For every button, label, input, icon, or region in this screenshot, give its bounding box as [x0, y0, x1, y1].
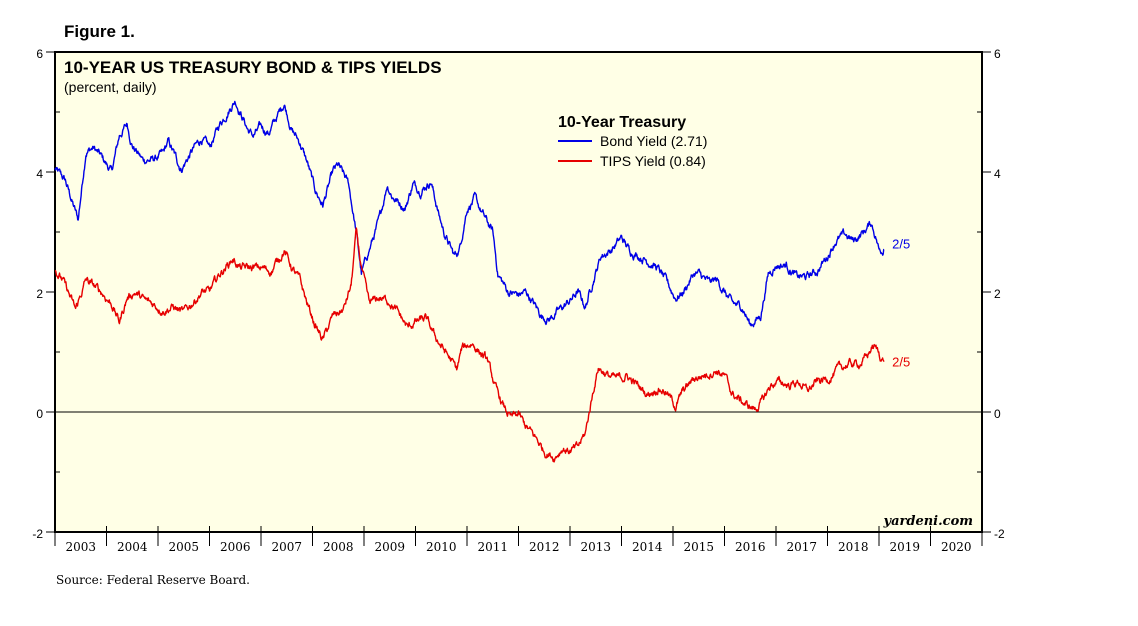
- x-tick-label: 2011: [477, 540, 508, 554]
- y-tick-label-right: 6: [994, 47, 1001, 61]
- y-tick-label-right: -2: [994, 527, 1005, 541]
- y-tick-label-left: 6: [36, 47, 43, 61]
- y-tick-label-left: 2: [36, 287, 43, 301]
- y-tick-label-left: 4: [36, 167, 43, 181]
- x-tick-label: 2004: [117, 540, 148, 554]
- x-axis: 2003 2004 2005 2006 2007 2008 2009 2010 2011 2012…: [65, 540, 971, 554]
- y-axis-left: -2 0 2 4 6: [32, 47, 43, 541]
- tips-yield-line: [54, 227, 885, 463]
- legend-label-tips: TIPS Yield (0.84): [600, 153, 706, 169]
- x-tick-label: 2013: [580, 540, 611, 554]
- y-axis-right: -2 0 2 4 6: [994, 47, 1005, 541]
- x-tick-label: 2014: [632, 540, 663, 554]
- x-tick-label: 2006: [220, 540, 251, 554]
- plot-area: [54, 51, 983, 533]
- x-tick-label: 2007: [271, 540, 302, 554]
- figure-label: Figure 1.: [64, 22, 135, 41]
- x-tick-label: 2015: [683, 540, 714, 554]
- x-tick-label: 2003: [65, 540, 96, 554]
- x-tick-label: 2016: [735, 540, 766, 554]
- tips-end-label: 2/5: [892, 355, 910, 370]
- x-tick-label: 2012: [529, 540, 560, 554]
- axis-ticks: [46, 51, 991, 546]
- series-group: [54, 100, 885, 463]
- x-tick-label: 2019: [889, 540, 920, 554]
- x-tick-label: 2017: [786, 540, 817, 554]
- bond-yield-line: [54, 100, 885, 328]
- chart-title: 10-YEAR US TREASURY BOND & TIPS YIELDS: [64, 58, 442, 77]
- source-note: Source: Federal Reserve Board.: [56, 573, 250, 587]
- legend: 10-Year Treasury Bond Yield (2.71) TIPS …: [558, 114, 707, 169]
- legend-label-bond: Bond Yield (2.71): [600, 133, 707, 149]
- y-tick-label-right: 2: [994, 287, 1001, 301]
- x-tick-label: 2020: [941, 540, 972, 554]
- y-tick-label-left: -2: [32, 527, 43, 541]
- credit-label: yardeni.com: [883, 514, 973, 529]
- legend-title: 10-Year Treasury: [558, 114, 686, 131]
- y-tick-label-left: 0: [36, 407, 43, 421]
- y-tick-label-right: 0: [994, 407, 1001, 421]
- x-tick-label: 2010: [426, 540, 457, 554]
- y-tick-label-right: 4: [994, 167, 1001, 181]
- x-tick-label: 2008: [323, 540, 354, 554]
- x-tick-label: 2005: [168, 540, 199, 554]
- x-tick-label: 2009: [374, 540, 405, 554]
- x-tick-label: 2018: [838, 540, 869, 554]
- bond-end-label: 2/5: [892, 236, 910, 251]
- chart-subtitle: (percent, daily): [64, 79, 157, 95]
